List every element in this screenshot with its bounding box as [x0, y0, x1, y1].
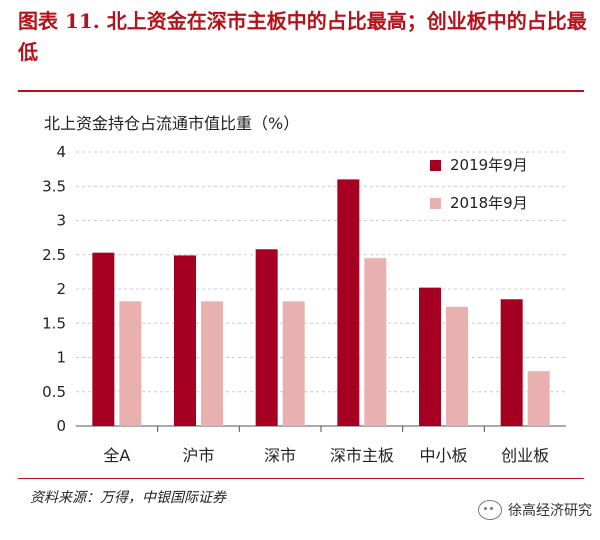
legend: 2019年9月 2018年9月 [430, 156, 528, 212]
y-tick-label: 1 [56, 349, 66, 367]
y-tick-label: 0.5 [42, 383, 66, 401]
bar-series1 [337, 179, 360, 426]
bar-series1 [255, 249, 278, 426]
bar-series1 [92, 252, 115, 426]
bar-series1 [174, 255, 196, 426]
bar-series1 [419, 287, 441, 426]
x-category-label: 中小板 [419, 446, 467, 465]
bar-series2 [119, 301, 142, 426]
legend-label: 2018年9月 [450, 194, 528, 212]
title-rule [18, 90, 584, 92]
x-category-label: 创业板 [501, 446, 549, 465]
bar-series1 [500, 299, 523, 426]
y-tick-label: 0 [56, 417, 66, 435]
bars [92, 179, 550, 426]
source-rule [18, 478, 584, 479]
y-tick-label: 3.5 [42, 177, 66, 195]
x-category-label: 深市 [264, 446, 296, 465]
x-category-label: 全A [103, 446, 130, 465]
y-tick-label: 2.5 [42, 246, 66, 264]
bar-series2 [201, 301, 223, 426]
y-tick-label: 1.5 [42, 314, 66, 332]
x-category-label: 沪市 [182, 446, 214, 465]
legend-swatch [430, 160, 441, 171]
x-category-label: 深市主板 [330, 446, 394, 465]
watermark-text: 徐高经济研究 [508, 503, 592, 519]
legend-label: 2019年9月 [450, 156, 528, 174]
x-axis-categories: 全A 沪市 深市 深市主板 中小板 创业板 [103, 426, 549, 465]
bar-series2 [364, 258, 387, 426]
y-tick-label: 4 [56, 143, 66, 161]
y-tick-label: 2 [56, 280, 66, 298]
bar-series2 [527, 371, 550, 426]
y-tick-label: 3 [56, 212, 66, 230]
bar-series2 [282, 301, 305, 426]
y-axis-ticks: 0 0.5 1 1.5 2 2.5 3 3.5 4 [42, 143, 66, 435]
figure-title: 图表 11. 北上资金在深市主板中的占比最高；创业板中的占比最低 [18, 9, 587, 64]
y-axis-label: 北上资金持仓占流通市值比重（%） [44, 114, 299, 133]
bar-series2 [446, 306, 468, 426]
source-note: 资料来源：万得，中银国际证券 [30, 490, 226, 506]
bar-chart: 北上资金持仓占流通市值比重（%） 0 0.5 1 1.5 2 2.5 3 3.5 4 全A 沪市 深… [42, 114, 566, 465]
wechat-icon [478, 500, 502, 520]
watermark: 徐高经济研究 [478, 500, 592, 520]
legend-swatch [430, 198, 441, 209]
